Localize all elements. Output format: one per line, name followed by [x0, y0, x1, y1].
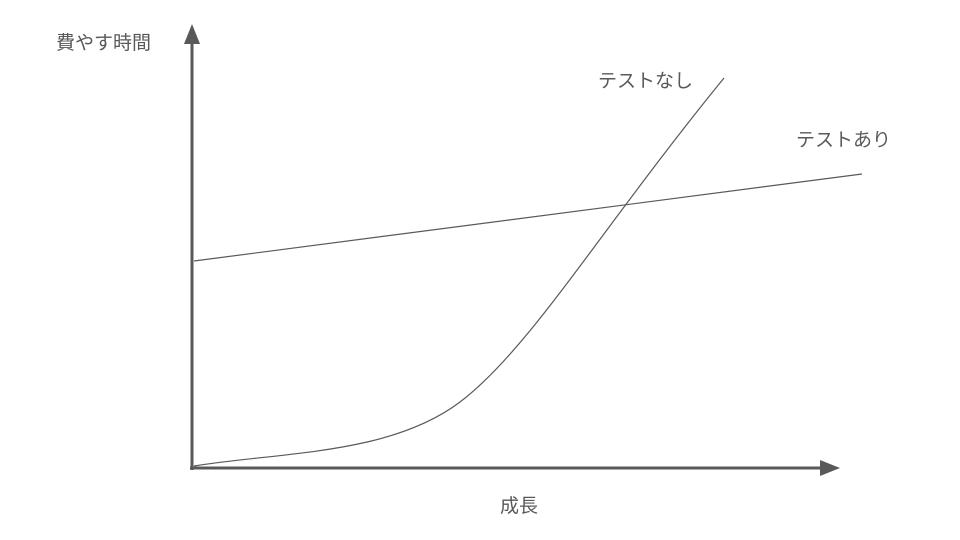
y-axis-arrowhead [184, 24, 200, 44]
x-axis-arrowhead [820, 460, 840, 476]
without-tests-label: テストなし [598, 70, 694, 92]
with-tests-line [193, 173, 863, 262]
with-tests-label: テストあり [796, 129, 892, 151]
x-axis-label: 成長 [500, 495, 539, 517]
without-tests-curve [193, 77, 725, 467]
y-axis-label: 費やす時間 [56, 32, 152, 54]
